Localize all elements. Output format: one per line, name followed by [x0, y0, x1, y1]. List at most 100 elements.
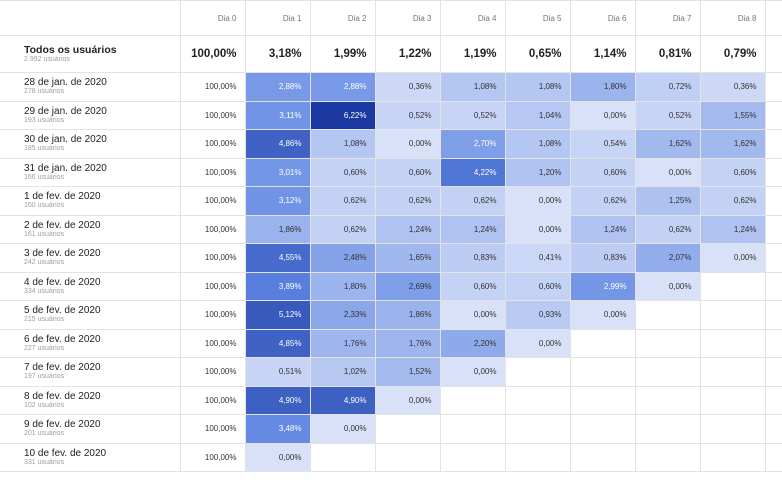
value-cell — [504, 414, 571, 444]
value-cell: 0,00% — [439, 300, 506, 330]
value-cell: 1,62% — [634, 129, 701, 159]
value-cell: 4,55% — [244, 243, 311, 273]
cohort-date: 6 de fev. de 2020 — [24, 333, 101, 345]
value-cell — [569, 442, 636, 472]
value-cell: 1,08% — [504, 129, 571, 159]
value-cell: 1,08% — [309, 129, 376, 159]
value-cell: 1,76% — [309, 328, 376, 358]
value-cell: 100,00% — [179, 357, 246, 387]
value-cell: 2,70% — [439, 129, 506, 159]
cohort-row: 9 de fev. de 2020 201 usuários 100,00% 3,48… — [0, 414, 782, 444]
user-count: 201 usuários — [24, 430, 65, 438]
cohort-date: 30 de jan. de 2020 — [24, 134, 107, 146]
user-count: 215 usuários — [24, 316, 65, 324]
user-count: 2.992 usuários — [24, 55, 70, 63]
value-cell — [439, 385, 506, 415]
value-cell — [569, 385, 636, 415]
value-cell: 0,62% — [309, 186, 376, 216]
value-cell: 3,89% — [244, 271, 311, 301]
value-cell: 0,62% — [634, 214, 701, 244]
value-cell — [634, 328, 701, 358]
row-label: 31 de jan. de 2020 166 usuários — [0, 157, 181, 187]
value-cell: 1,24% — [569, 214, 636, 244]
value-cell: 0,60% — [374, 157, 441, 187]
value-cell: 1,86% — [374, 300, 441, 330]
value-cell: 0,52% — [439, 100, 506, 130]
value-cell — [634, 300, 701, 330]
value-cell: 100,00% — [179, 442, 246, 472]
value-cell: 1,86% — [244, 214, 311, 244]
value-cell: 0,81% — [634, 35, 701, 73]
user-count: 227 usuários — [24, 344, 65, 352]
value-cell: 1,14% — [569, 35, 636, 73]
cohort-row: 29 de jan. de 2020 193 usuários 100,00% 3,1… — [0, 100, 782, 130]
cohort-date: 3 de fev. de 2020 — [24, 248, 101, 260]
value-cell — [374, 442, 441, 472]
value-cell: 0,60% — [569, 157, 636, 187]
value-cell — [764, 243, 782, 273]
value-cell: 1,19% — [439, 35, 506, 73]
user-count: 334 usuários — [24, 287, 65, 295]
cohort-row: 31 de jan. de 2020 166 usuários 100,00% 3,0… — [0, 157, 782, 187]
value-cell: 100,00% — [179, 214, 246, 244]
cohort-row: 6 de fev. de 2020 227 usuários 100,00% 4,85… — [0, 328, 782, 358]
value-cell: 0,00% — [504, 214, 571, 244]
user-count: 161 usuários — [24, 230, 65, 238]
cohort-date: 7 de fev. de 2020 — [24, 362, 101, 374]
user-count: 185 usuários — [24, 145, 65, 153]
value-cell: 6,22% — [309, 100, 376, 130]
column-header: Dia 8 — [699, 0, 766, 36]
column-header: Dia 5 — [504, 0, 571, 36]
row-label: 4 de fev. de 2020 334 usuários — [0, 271, 181, 301]
value-cell: 0,36% — [699, 72, 766, 102]
value-cell — [309, 442, 376, 472]
value-cell: 0,93% — [504, 300, 571, 330]
user-count: 166 usuários — [24, 173, 65, 181]
value-cell: 1,04% — [504, 100, 571, 130]
value-cell — [699, 300, 766, 330]
column-header: Dia 0 — [179, 0, 246, 36]
row-label: 9 de fev. de 2020 201 usuários — [0, 414, 181, 444]
value-cell — [764, 186, 782, 216]
value-cell — [764, 271, 782, 301]
value-cell: 100,00% — [179, 35, 246, 73]
value-cell: 100,00% — [179, 186, 246, 216]
value-cell: 2,20% — [439, 328, 506, 358]
value-cell — [504, 442, 571, 472]
value-cell — [699, 357, 766, 387]
column-header: Dia 6 — [569, 0, 636, 36]
column-header: Dia 1 — [244, 0, 311, 36]
value-cell: 0,52% — [634, 100, 701, 130]
value-cell: 100,00% — [179, 328, 246, 358]
value-cell: 1,65% — [374, 243, 441, 273]
cohort-date: 31 de jan. de 2020 — [24, 162, 107, 174]
value-cell: 0,00% — [244, 442, 311, 472]
value-cell: 0,60% — [309, 157, 376, 187]
value-cell — [764, 385, 782, 415]
value-cell: 100,00% — [179, 414, 246, 444]
value-cell — [374, 414, 441, 444]
value-cell: 0,00% — [699, 243, 766, 273]
value-cell: 0,00% — [504, 186, 571, 216]
cohort-date: 29 de jan. de 2020 — [24, 105, 107, 117]
value-cell: 0,00% — [569, 300, 636, 330]
value-cell: 0,52% — [374, 100, 441, 130]
cohort-date: 4 de fev. de 2020 — [24, 276, 101, 288]
cohort-date: Todos os usuários — [24, 43, 117, 56]
value-cell — [764, 100, 782, 130]
value-cell: 0,00% — [569, 100, 636, 130]
value-cell: 1,80% — [309, 271, 376, 301]
value-cell: 0,62% — [439, 186, 506, 216]
value-cell: 5,12% — [244, 300, 311, 330]
cohort-date: 10 de fev. de 2020 — [24, 447, 107, 459]
value-cell: 0,00% — [439, 357, 506, 387]
cohort-date: 8 de fev. de 2020 — [24, 390, 101, 402]
corner — [0, 0, 181, 36]
user-count: 193 usuários — [24, 116, 65, 124]
value-cell: 1,02% — [309, 357, 376, 387]
value-cell: 3,12% — [244, 186, 311, 216]
row-label: 7 de fev. de 2020 197 usuários — [0, 357, 181, 387]
row-label: 6 de fev. de 2020 227 usuários — [0, 328, 181, 358]
value-cell: 0,60% — [439, 271, 506, 301]
value-cell: 0,62% — [699, 186, 766, 216]
